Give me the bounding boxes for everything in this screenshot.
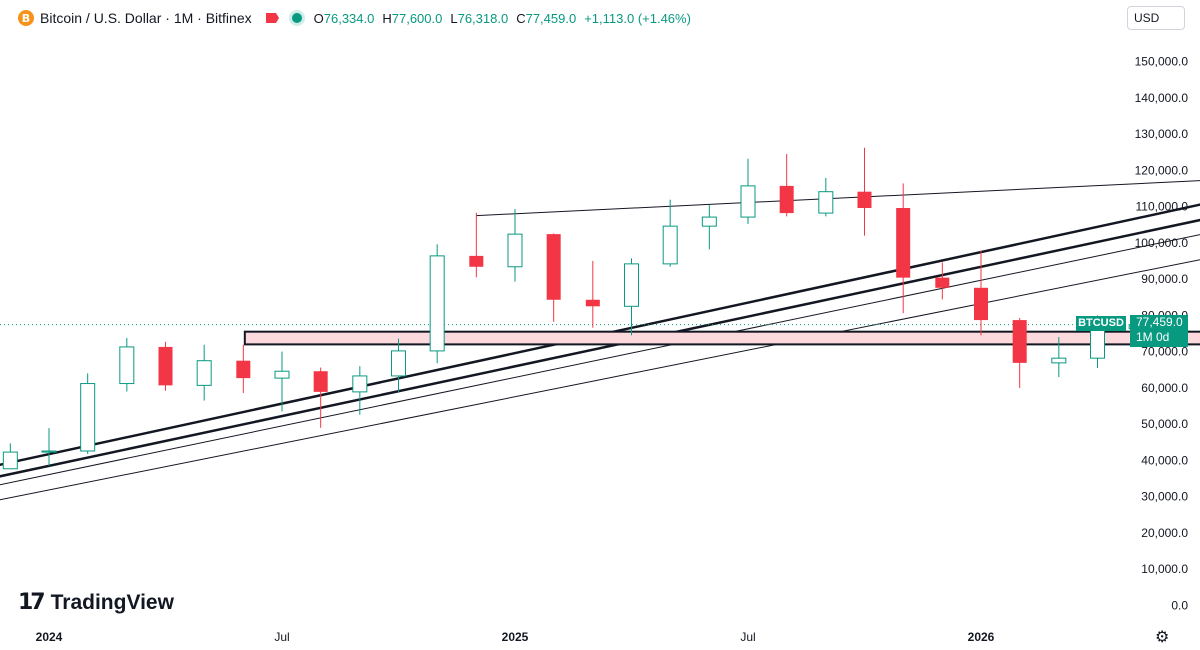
x-tick-label: 2026 bbox=[968, 630, 995, 644]
candle-body-up bbox=[1051, 357, 1067, 364]
y-tick-label: 70,000.0 bbox=[1141, 345, 1188, 359]
candle-body-down bbox=[857, 191, 872, 209]
candle-body-up bbox=[740, 185, 756, 218]
candle-body-down bbox=[469, 255, 484, 267]
x-tick-label: Jul bbox=[740, 630, 755, 644]
symbol-tag: BTCUSD bbox=[1076, 316, 1126, 331]
candle-body-up bbox=[80, 383, 96, 452]
y-tick-label: 120,000.0 bbox=[1135, 163, 1189, 177]
tradingview-logo[interactable]: 17 TradingView bbox=[18, 590, 174, 615]
y-tick-label: 110,000.0 bbox=[1136, 200, 1189, 214]
y-tick-label: 50,000.0 bbox=[1141, 417, 1188, 431]
candle-body-down bbox=[236, 360, 251, 379]
ohlc-close: C77,459.0 bbox=[516, 10, 577, 26]
y-tick-label: 130,000.0 bbox=[1135, 127, 1189, 141]
candle-body-up bbox=[818, 191, 834, 214]
last-price-tag: 77,459.0 1M 0d bbox=[1130, 315, 1188, 347]
candle-body-down bbox=[935, 277, 950, 288]
candle-body-up bbox=[352, 375, 368, 393]
candle-body-up bbox=[391, 350, 406, 377]
candle-body-up bbox=[624, 263, 639, 307]
candle-body-up bbox=[1090, 328, 1105, 359]
y-tick-label: 60,000.0 bbox=[1141, 381, 1188, 395]
tradingview-logo-icon: 17 bbox=[18, 590, 46, 615]
y-tick-label: 140,000.0 bbox=[1135, 91, 1189, 105]
trendline bbox=[0, 259, 1200, 501]
tradingview-logo-text: TradingView bbox=[50, 590, 174, 614]
y-tick-label: 100,000.0 bbox=[1135, 236, 1189, 250]
trendline bbox=[0, 203, 1200, 467]
candle-body-up bbox=[274, 370, 290, 379]
ohlc-high: H77,600.0 bbox=[382, 10, 443, 26]
x-tick-label: Jul bbox=[274, 630, 289, 644]
ohlc-values: O76,334.0 H77,600.0 L76,318.0 C77,459.0 … bbox=[314, 11, 691, 26]
bar-countdown: 1M 0d bbox=[1136, 330, 1170, 344]
y-tick-label: 10,000.0 bbox=[1141, 562, 1188, 576]
y-tick-label: 40,000.0 bbox=[1141, 453, 1188, 467]
y-tick-label: 90,000.0 bbox=[1141, 272, 1188, 286]
x-tick-label: 2024 bbox=[36, 630, 63, 644]
x-tick-label: 2025 bbox=[502, 630, 529, 644]
y-tick-label: 0.0 bbox=[1171, 599, 1188, 613]
candle-body-down bbox=[974, 287, 988, 321]
candle-body-up bbox=[41, 450, 57, 453]
candle-body-down bbox=[546, 234, 561, 300]
market-status-icon bbox=[291, 13, 302, 23]
currency-selector[interactable]: USD bbox=[1127, 6, 1185, 30]
candle-body-down bbox=[779, 185, 794, 214]
bitcoin-icon: B bbox=[18, 10, 34, 26]
trendline bbox=[476, 180, 1200, 217]
ohlc-open: O76,334.0 bbox=[313, 10, 375, 26]
ohlc-low: L76,318.0 bbox=[450, 10, 509, 26]
candle-body-up bbox=[701, 216, 717, 227]
candle-body-up bbox=[119, 346, 135, 385]
candle-body-up bbox=[507, 233, 523, 268]
y-tick-label: 30,000.0 bbox=[1141, 490, 1188, 504]
symbol-title[interactable]: Bitcoin / U.S. Dollar · 1M · Bitfinex bbox=[40, 10, 252, 26]
settings-gear-icon[interactable]: ⚙ bbox=[1155, 627, 1170, 646]
candle-body-down bbox=[313, 371, 328, 392]
ohlc-change: +1,113.0 (+1.46%) bbox=[584, 10, 691, 26]
y-tick-label: 20,000.0 bbox=[1141, 526, 1188, 540]
chart-header: B Bitcoin / U.S. Dollar · 1M · Bitfinex … bbox=[0, 0, 1120, 36]
last-price-value: 77,459.0 bbox=[1136, 315, 1183, 329]
candle-body-down bbox=[158, 346, 173, 386]
y-tick-label: 150,000.0 bbox=[1135, 54, 1189, 68]
flag-icon[interactable] bbox=[265, 13, 279, 23]
candle-body-down bbox=[896, 208, 911, 278]
trendline bbox=[0, 234, 1200, 486]
candle-body-up bbox=[662, 225, 678, 265]
candle-body-down bbox=[585, 299, 600, 307]
support-zone bbox=[243, 330, 1200, 346]
candle-body-down bbox=[1012, 320, 1027, 363]
candle-body-up bbox=[2, 451, 18, 470]
candle-body-up bbox=[196, 360, 212, 386]
candle-body-up bbox=[429, 255, 445, 352]
